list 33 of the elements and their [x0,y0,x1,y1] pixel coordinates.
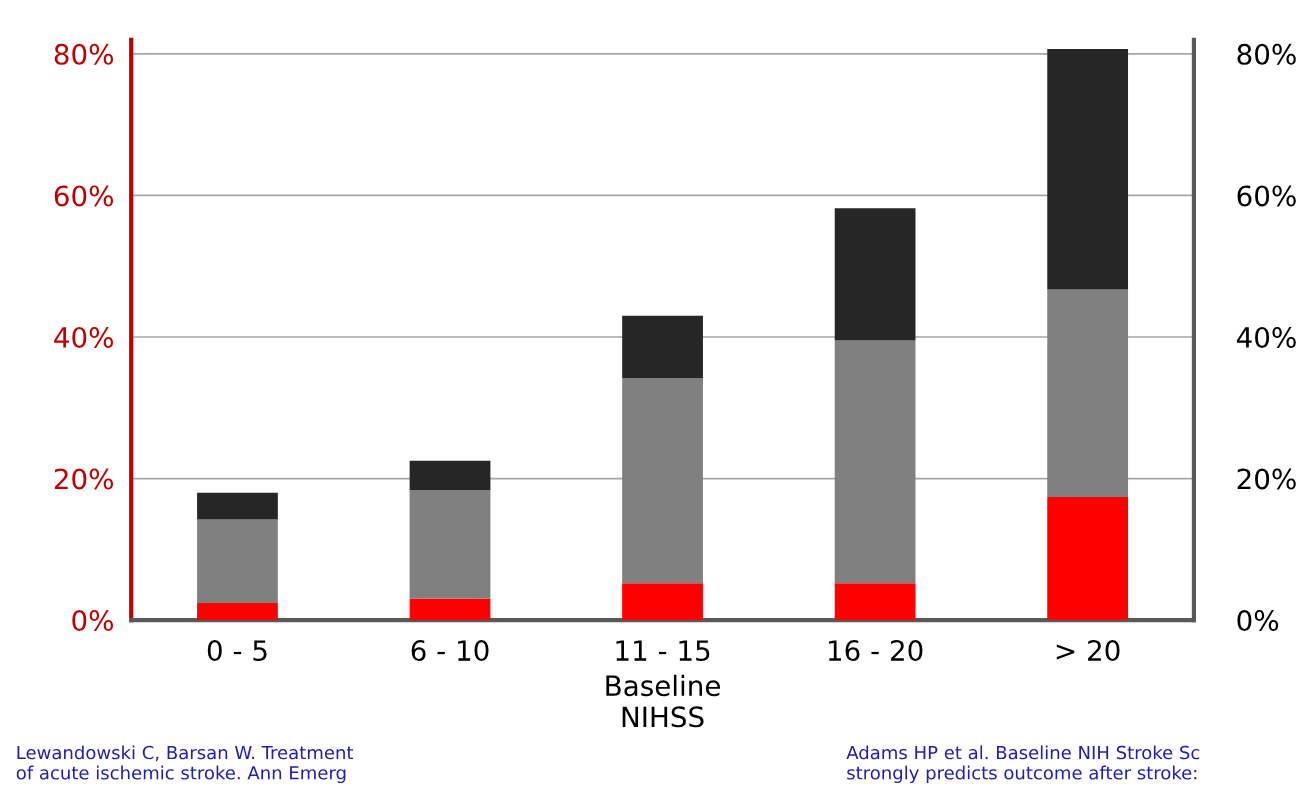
y-tick-label: 0% [72,610,113,632]
y-tick-label: 60% [54,185,113,207]
x-axis-title: Baseline NIHSS [606,674,720,728]
y2-tick-label: 60% [1237,185,1296,207]
y-tick-label: 40% [54,326,113,348]
bar [197,492,278,520]
bar [1047,289,1129,497]
bar [622,315,703,379]
y2-tick-label: 20% [1237,468,1296,490]
text: Lewandowski C, Barsan W. Treatment of acute ischemic stroke. Ann Emerg [16,745,354,784]
bar [409,598,491,621]
bar [622,583,703,621]
text: Adams HP et al. Baseline NIH Stroke Sc strongly predicts outcome after stroke: [846,745,1200,784]
bar [834,583,916,621]
bar [1047,48,1129,290]
x-tick-label: 16 - 20 [828,640,923,662]
y-tick-label: 80% [54,43,113,65]
y-tick-label: 20% [54,468,113,490]
bar [197,519,278,604]
bar [834,208,916,341]
bar [197,603,278,621]
x-tick-label: > 20 [1056,640,1120,662]
x-tick-label: 11 - 15 [616,640,710,662]
x-tick-label: 6 - 10 [411,640,489,662]
bar [409,489,491,599]
bar [1047,496,1129,621]
y2-tick-label: 0% [1237,610,1279,632]
x-tick-label: 0 - 5 [207,640,267,662]
y2-tick-label: 80% [1237,43,1296,65]
bar [834,340,916,584]
bar [409,460,491,490]
y2-tick-label: 40% [1236,326,1296,348]
bar [622,378,703,584]
